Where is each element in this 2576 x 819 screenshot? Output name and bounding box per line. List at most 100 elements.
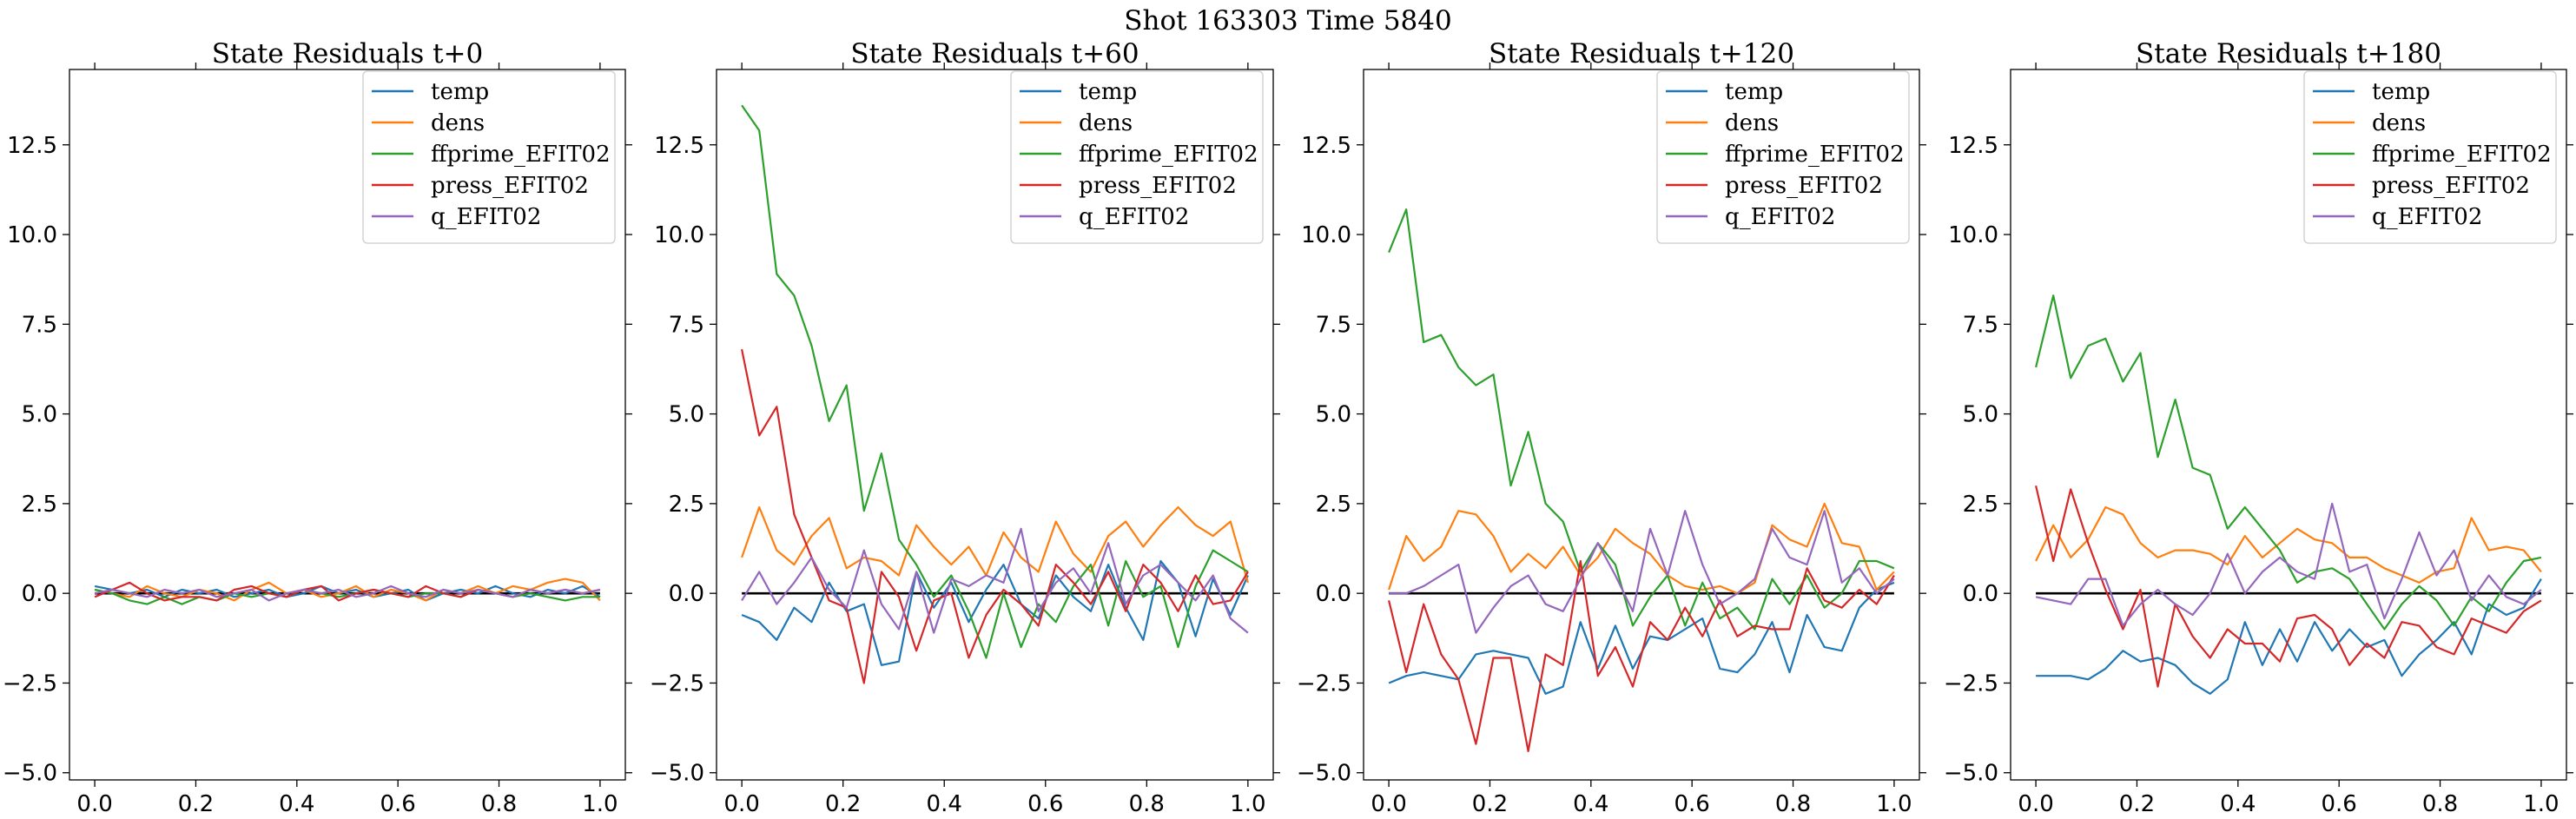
y-tick-label: 10.0 [7, 222, 57, 248]
y-tick-label: 7.5 [22, 312, 57, 338]
x-tick-label: 0.8 [1775, 791, 1811, 817]
y-tick-label: −2.5 [1944, 670, 1998, 697]
figure-title: Shot 163303 Time 5840 [1124, 5, 1451, 36]
series-line-temp [741, 559, 1249, 666]
plot-frame [1363, 69, 1920, 781]
x-tick-label: 0.2 [178, 791, 214, 817]
x-tick-label: 0.6 [380, 791, 416, 817]
x-tick-label: 1.0 [582, 791, 618, 817]
legend-box [2303, 70, 2557, 244]
x-tick-label: 0.4 [279, 791, 314, 817]
y-tick-label: 10.0 [654, 222, 704, 248]
y-tick-label: 12.5 [1948, 133, 1998, 159]
legend-label: ffprime_EFIT02 [2372, 142, 2552, 168]
x-tick-label: 0.6 [1027, 791, 1063, 817]
panel-3: State Residuals t+180 0.0 0.2 0.4 0.6 0.8 1.0 −… [1944, 38, 2573, 817]
x-tick-label: 0.4 [2220, 791, 2256, 817]
x-tick-label: 1.0 [1230, 791, 1265, 817]
legend-label: q_EFIT02 [2372, 204, 2482, 230]
axis-title: State Residuals t+180 [2136, 38, 2441, 69]
legend-label: q_EFIT02 [1079, 204, 1189, 230]
x-tick-label: 0.0 [1371, 791, 1406, 817]
y-tick-label: 7.5 [669, 312, 704, 338]
y-tick-label: 12.5 [7, 133, 57, 159]
legend-label: temp [431, 79, 489, 105]
axis-title: State Residuals t+60 [850, 38, 1139, 69]
panel-0: State Residuals t+0 0.0 0.2 0.4 0.6 0.8 1.0 −5.… [3, 38, 632, 817]
y-tick-label: 2.5 [669, 492, 704, 518]
x-tick-label: 0.8 [1129, 791, 1165, 817]
y-tick-label: −2.5 [650, 670, 704, 697]
y-tick-label: 7.5 [1963, 312, 1998, 338]
y-tick-label: −5.0 [1297, 761, 1351, 787]
legend: temp dens ffprime_EFIT02 press_EFIT02 q_EFIT… [1656, 70, 1910, 244]
x-tick-label: 0.4 [927, 791, 962, 817]
y-tick-label: −2.5 [3, 670, 57, 697]
series-line-ffprime_EFIT02 [741, 104, 1249, 659]
x-tick-label: 0.6 [2322, 791, 2357, 817]
y-tick-label: 0.0 [669, 581, 704, 607]
y-tick-label: −5.0 [650, 761, 704, 787]
y-tick-label: 2.5 [22, 492, 57, 518]
series-line-q_EFIT02 [94, 585, 601, 602]
y-tick-label: −5.0 [3, 761, 57, 787]
x-tick-label: 0.2 [825, 791, 861, 817]
y-tick-label: 2.5 [1963, 492, 1998, 518]
y-tick-label: 5.0 [22, 402, 57, 428]
series-line-dens [741, 505, 1249, 584]
series-line-press_EFIT02 [1388, 559, 1895, 753]
legend-label: ffprime_EFIT02 [1725, 142, 1905, 168]
axis-title: State Residuals t+120 [1489, 38, 1794, 69]
y-tick-label: −2.5 [1297, 670, 1351, 697]
legend-label: press_EFIT02 [2372, 173, 2530, 199]
y-tick-label: −5.0 [1944, 761, 1998, 787]
legend-label: temp [2372, 79, 2430, 105]
y-tick-label: 12.5 [1301, 133, 1351, 159]
x-tick-label: 0.2 [1472, 791, 1508, 817]
series-line-q_EFIT02 [2035, 502, 2542, 627]
legend-label: dens [2372, 110, 2426, 136]
series-line-temp [1388, 581, 1895, 695]
legend-label: press_EFIT02 [1725, 173, 1883, 199]
series-line-ffprime_EFIT02 [2035, 294, 2542, 631]
plot-frame [716, 69, 1274, 781]
legend-box [1010, 70, 1264, 244]
series-line-temp [2036, 578, 2542, 695]
x-tick-label: 0.0 [723, 791, 759, 817]
plot-frame [2010, 69, 2567, 781]
y-tick-label: 2.5 [1316, 492, 1351, 518]
panel-1: State Residuals t+60 0.0 0.2 0.4 0.6 0.8 1.0 −5… [650, 38, 1280, 817]
x-tick-label: 0.4 [1573, 791, 1608, 817]
series-line-press_EFIT02 [741, 348, 1249, 684]
legend: temp dens ffprime_EFIT02 press_EFIT02 q_EFIT… [362, 70, 616, 244]
panel-2: State Residuals t+120 0.0 0.2 0.4 0.6 0.8 1.0 −… [1297, 38, 1926, 817]
legend-label: q_EFIT02 [1725, 204, 1835, 230]
x-tick-label: 1.0 [2523, 791, 2559, 817]
axis-title: State Residuals t+0 [212, 38, 483, 69]
legend-label: ffprime_EFIT02 [431, 142, 611, 168]
x-tick-label: 0.0 [2018, 791, 2053, 817]
x-tick-label: 0.6 [1674, 791, 1710, 817]
y-tick-label: 5.0 [669, 402, 704, 428]
legend-label: temp [1079, 79, 1137, 105]
legend-label: ffprime_EFIT02 [1079, 142, 1258, 168]
legend-label: dens [431, 110, 485, 136]
series-line-q_EFIT02 [741, 527, 1249, 634]
series-line-ffprime_EFIT02 [1388, 208, 1895, 631]
x-tick-label: 1.0 [1876, 791, 1912, 817]
legend-label: dens [1079, 110, 1133, 136]
series-line-dens [94, 578, 601, 602]
series-line-press_EFIT02 [2035, 485, 2542, 688]
legend-label: q_EFIT02 [431, 204, 541, 230]
legend-label: press_EFIT02 [1079, 173, 1237, 199]
y-tick-label: 0.0 [1316, 581, 1351, 607]
x-tick-label: 0.8 [2422, 791, 2458, 817]
series-line-dens [2035, 505, 2542, 584]
legend: temp dens ffprime_EFIT02 press_EFIT02 q_EFIT… [2303, 70, 2557, 244]
legend-label: dens [1725, 110, 1779, 136]
y-tick-label: 7.5 [1316, 312, 1351, 338]
x-tick-label: 0.0 [76, 791, 112, 817]
legend-label: temp [1725, 79, 1783, 105]
series-line-q_EFIT02 [1389, 510, 1895, 634]
